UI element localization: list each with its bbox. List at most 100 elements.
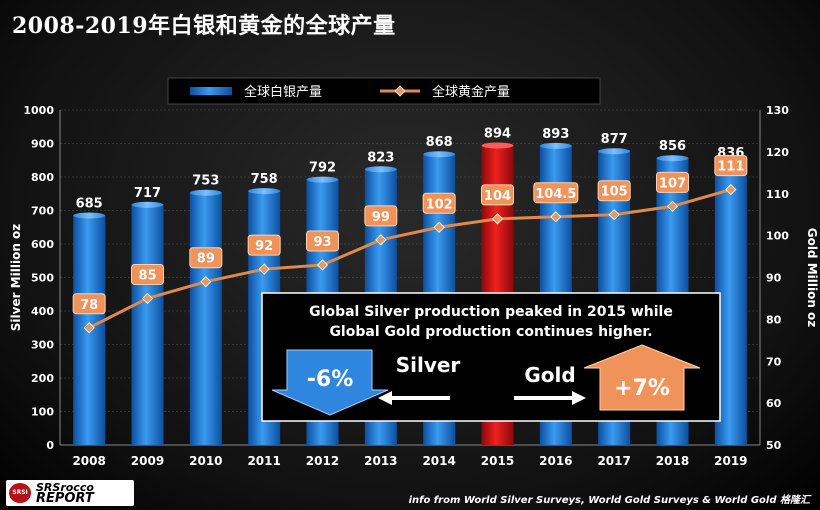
x-tick-label: 2008 <box>72 454 105 468</box>
bar-top <box>423 151 456 158</box>
bar-silver <box>131 204 164 445</box>
gold-label-box <box>306 230 339 252</box>
y2-axis-title: Gold Million oz <box>805 228 819 328</box>
gold-point <box>608 209 620 221</box>
gold-value-label: 85 <box>138 268 156 283</box>
legend-label-gold: 全球黄金产量 <box>432 84 510 100</box>
bar-value-label: 893 <box>542 127 569 142</box>
y2-tick-label: 60 <box>766 397 782 410</box>
gold-value-label: 92 <box>255 239 273 254</box>
x-tick-label: 2018 <box>656 454 689 468</box>
gold-point <box>200 276 212 288</box>
gold-value-label: 102 <box>426 197 453 212</box>
left-arrow-icon <box>378 391 450 405</box>
bar-top <box>248 188 281 195</box>
bar-value-label: 758 <box>251 172 278 187</box>
x-tick-label: 2009 <box>131 454 164 468</box>
gold-point <box>433 221 445 233</box>
srsrocco-logo: SRSI SRSrocco REPORT <box>6 480 134 506</box>
x-tick-label: 2015 <box>481 454 514 468</box>
x-tick-label: 2012 <box>306 454 339 468</box>
bar-value-label: 868 <box>426 135 453 150</box>
bar-value-label: 823 <box>367 150 394 165</box>
y-tick-label: 800 <box>31 171 54 184</box>
gold-point <box>316 259 329 271</box>
logo-line2: REPORT <box>36 491 94 506</box>
y-tick-label: 700 <box>31 205 54 218</box>
y-tick-label: 600 <box>31 238 54 251</box>
logo-line1: SRSrocco <box>36 481 94 494</box>
y2-tick-label: 50 <box>766 439 782 452</box>
bar-top <box>73 212 106 219</box>
gold-line <box>88 188 732 330</box>
gold-value-label: 104 <box>484 189 511 204</box>
gold-point <box>375 234 387 246</box>
bar-top <box>481 142 514 149</box>
silver-change-label: -6% <box>307 367 353 392</box>
gold-point <box>725 183 737 196</box>
right-arrow-icon <box>514 391 586 405</box>
y2-tick-label: 130 <box>766 104 789 117</box>
y-tick-label: 300 <box>31 339 54 352</box>
callout-line1: Global Silver production peaked in 2015 … <box>309 304 673 320</box>
x-tick-label: 2010 <box>189 454 222 468</box>
bar-value-label: 877 <box>601 132 628 147</box>
y-tick-label: 500 <box>31 272 54 285</box>
logo-mark: SRSI <box>9 483 31 503</box>
gold-value-label: 78 <box>80 298 98 313</box>
y-tick-label: 0 <box>46 439 54 452</box>
gold-label-box <box>72 293 106 315</box>
up-arrow-icon <box>583 344 701 411</box>
x-tick-label: 2019 <box>714 454 747 468</box>
bar-value-label: 894 <box>484 127 511 142</box>
gold-point <box>141 292 154 305</box>
bar-value-label: 717 <box>134 186 161 201</box>
bar-top <box>598 148 631 155</box>
bar-value-label: 685 <box>76 197 103 212</box>
y2-tick-label: 100 <box>766 230 789 243</box>
gold-value-label: 105 <box>601 185 628 200</box>
x-tick-label: 2014 <box>422 454 455 468</box>
y-tick-label: 400 <box>31 305 54 318</box>
gold-change-label: +7% <box>614 376 670 401</box>
bar-top <box>656 155 689 162</box>
gold-point <box>666 200 679 212</box>
gold-label-box <box>481 184 514 206</box>
gold-label-box <box>714 155 748 177</box>
bar-top <box>539 142 572 149</box>
legend-swatch-silver <box>190 87 232 95</box>
x-tick-label: 2013 <box>364 454 397 468</box>
y-tick-label: 100 <box>31 406 54 419</box>
gold-point <box>550 211 562 223</box>
gold-value-label: 104.5 <box>535 187 576 202</box>
x-tick-label: 2011 <box>247 454 280 468</box>
y2-tick-label: 80 <box>766 313 782 326</box>
gold-point <box>83 322 95 334</box>
bar-silver <box>189 192 222 445</box>
gold-value-label: 111 <box>717 160 744 175</box>
gold-label-box <box>533 182 579 204</box>
source-footer: info from World Silver Surveys, World Go… <box>408 495 810 506</box>
bar-value-label: 856 <box>659 139 686 154</box>
gold-label-box <box>597 180 631 202</box>
bar-top <box>131 201 164 208</box>
y2-tick-label: 90 <box>766 272 782 285</box>
gold-label-box <box>131 263 164 285</box>
y2-tick-label: 70 <box>766 355 782 368</box>
gold-label-box <box>656 171 689 193</box>
bar-top <box>189 189 222 196</box>
gold-value-label: 93 <box>313 235 331 250</box>
y-tick-label: 900 <box>31 138 54 151</box>
down-arrow-icon <box>271 349 389 416</box>
y2-tick-label: 120 <box>766 146 789 159</box>
gold-value-label: 99 <box>372 210 390 225</box>
chart-title: 2008-2019年白银和黄金的全球产量 <box>12 13 396 39</box>
legend-label-silver: 全球白银产量 <box>244 84 322 100</box>
bar-value-label: 792 <box>309 161 336 176</box>
callout-line2: Global Gold production continues higher. <box>329 324 652 340</box>
bar-value-label: 753 <box>192 174 219 189</box>
gold-point <box>491 213 504 225</box>
x-tick-label: 2017 <box>597 454 630 468</box>
